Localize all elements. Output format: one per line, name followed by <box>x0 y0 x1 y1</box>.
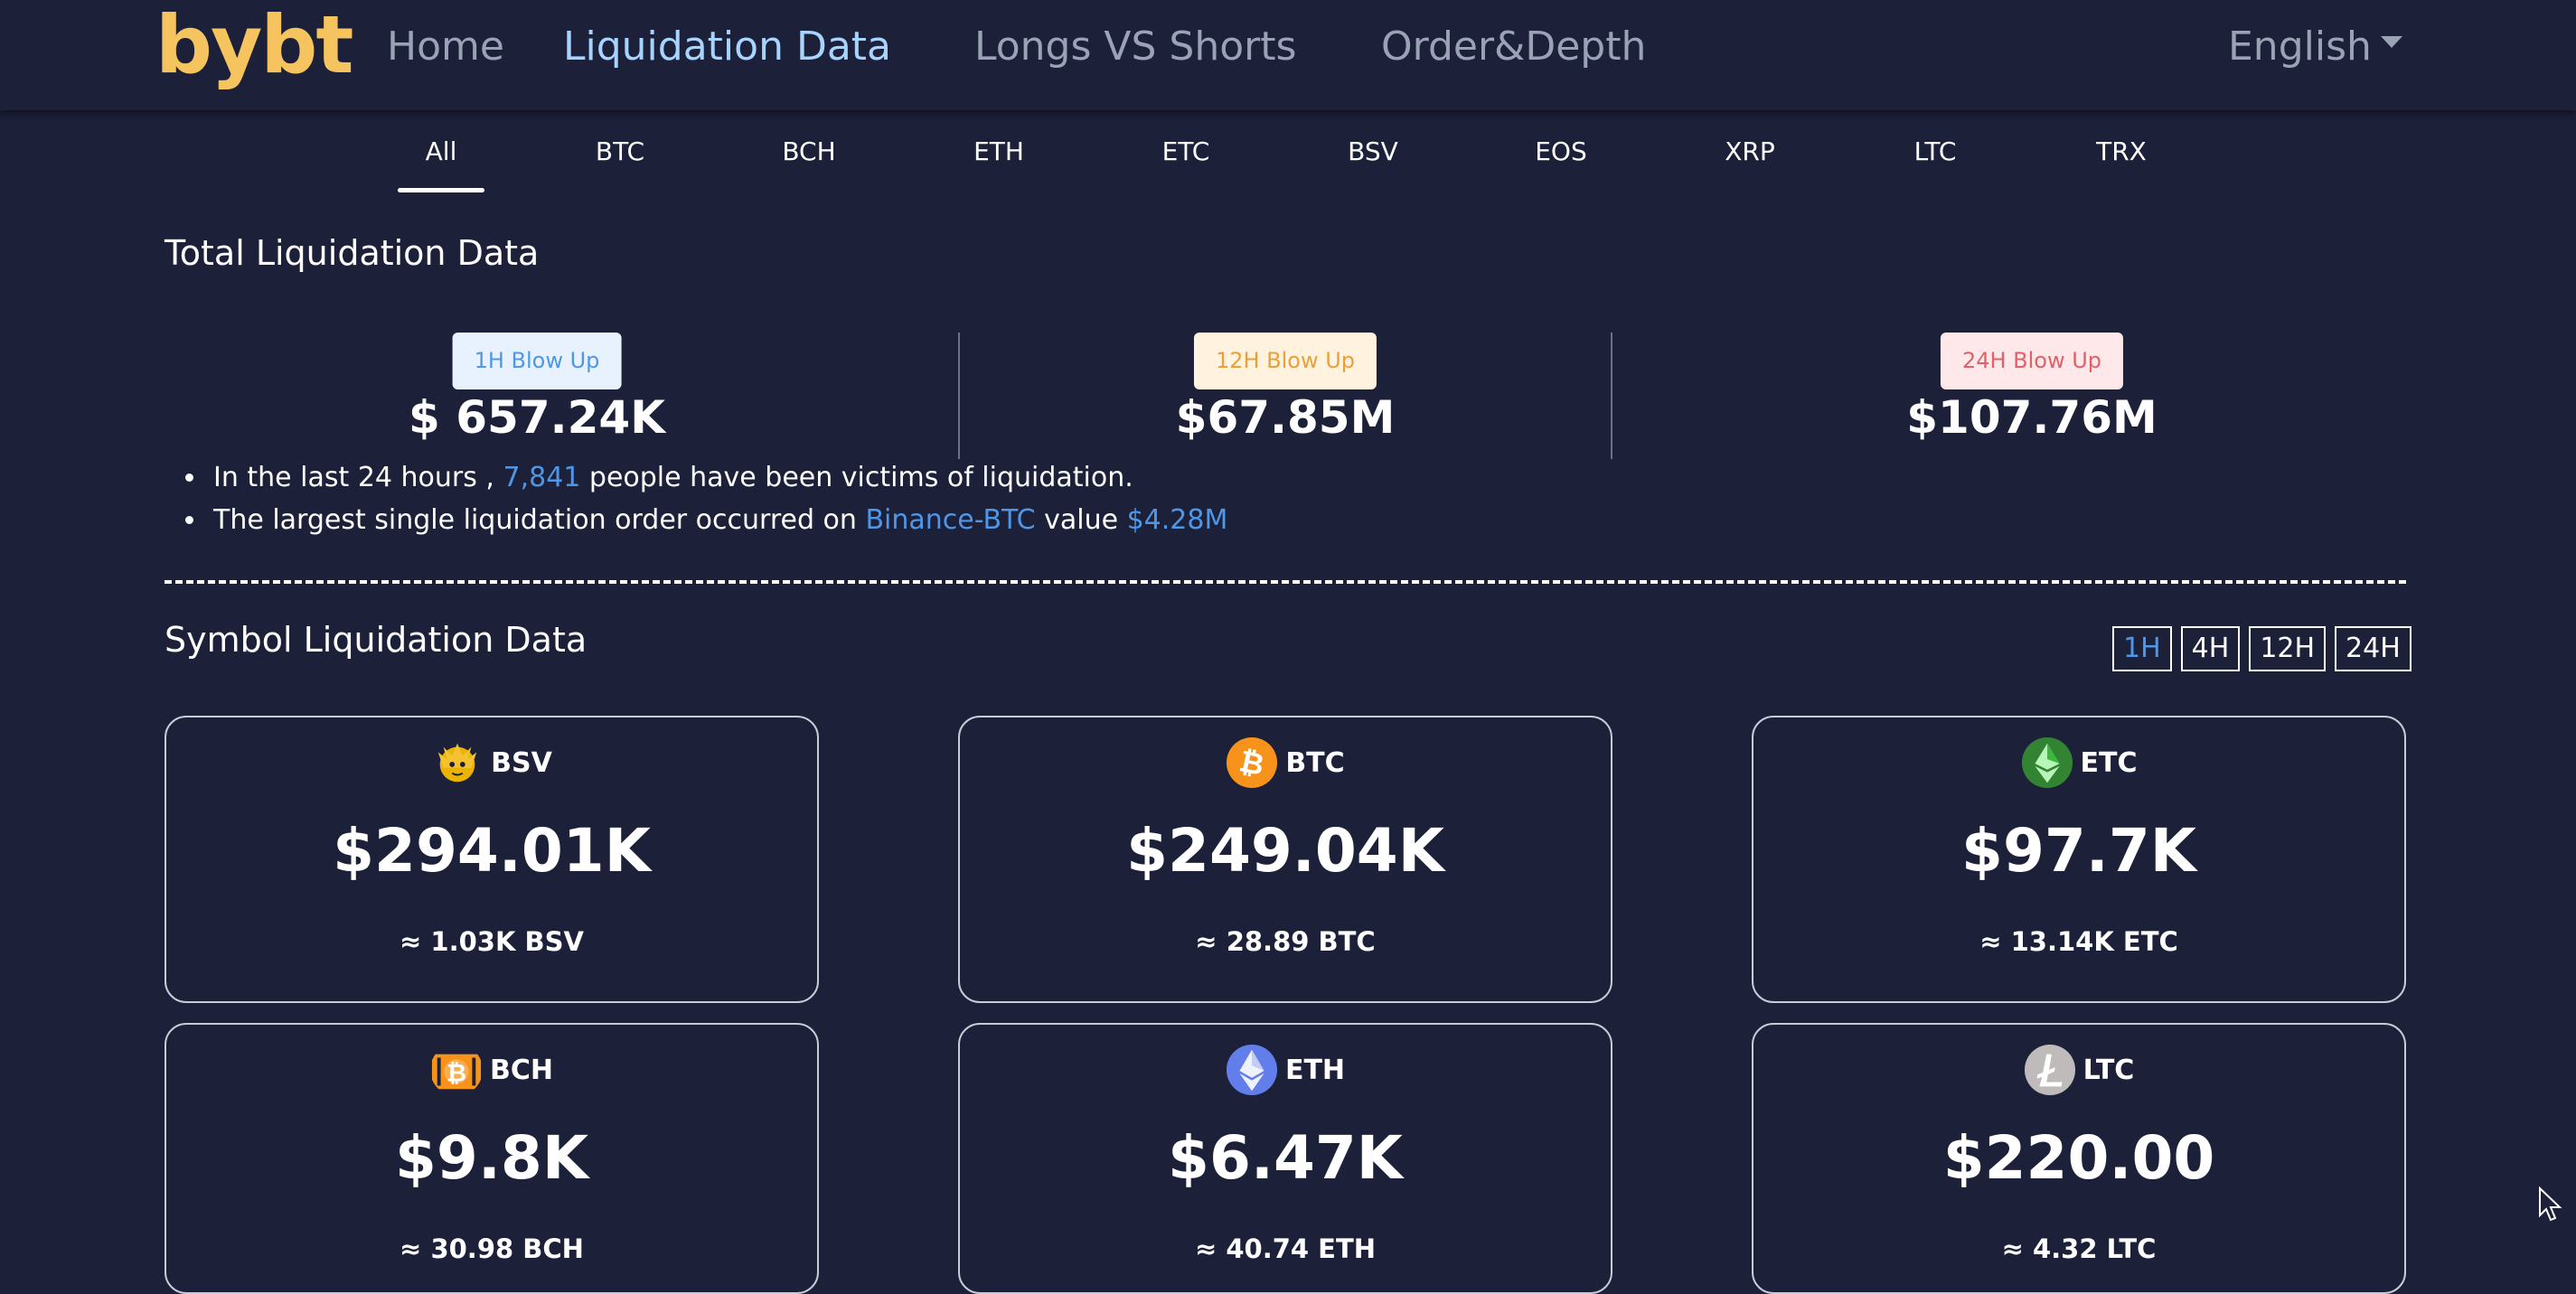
card-approx: ≈ 28.89 BTC <box>1195 926 1376 957</box>
card-approx: ≈ 30.98 BCH <box>400 1233 584 1264</box>
badge-1h-blow-up: 1H Blow Up <box>452 333 622 389</box>
bitcoin-cash-icon: ₿ <box>431 1054 482 1090</box>
badge-24h-blow-up: 24H Blow Up <box>1940 333 2124 389</box>
tab-trx[interactable]: TRX <box>2096 136 2147 166</box>
tab-eos[interactable]: EOS <box>1535 136 1587 166</box>
card-amount: $220.00 <box>1942 1123 2215 1193</box>
largest-order-exchange: Binance-BTC <box>865 504 1036 536</box>
divider <box>1611 333 1612 459</box>
nav-order-depth-link[interactable]: Order&Depth <box>1381 23 1647 70</box>
tab-eth[interactable]: ETH <box>973 136 1024 166</box>
card-symbol: BTC <box>1285 746 1345 779</box>
card-header: LTC <box>1753 1041 2404 1099</box>
ethereum-classic-icon <box>2021 736 2073 789</box>
largest-order-value: $4.28M <box>1126 504 1228 536</box>
tab-bsv[interactable]: BSV <box>1348 136 1398 166</box>
card-header: ₿ BTC <box>960 734 1611 792</box>
symbol-card-bch[interactable]: ₿ BCH $9.8K ≈ 30.98 BCH <box>165 1023 819 1294</box>
card-header: ₿ BCH <box>166 1041 817 1099</box>
svg-text:₿: ₿ <box>447 1060 466 1088</box>
card-symbol: LTC <box>2082 1054 2135 1086</box>
bybt-logo[interactable]: bybt <box>155 0 353 91</box>
nav-liquidation-data-link[interactable]: Liquidation Data <box>563 23 891 70</box>
bsv-icon <box>437 743 477 783</box>
card-symbol: ETC <box>2080 746 2138 779</box>
liquidation-summary-list: In the last 24 hours , 7,841 people have… <box>208 456 1227 541</box>
tab-etc[interactable]: ETC <box>1161 136 1210 166</box>
list-item: In the last 24 hours , 7,841 people have… <box>208 456 1227 499</box>
symbol-card-btc[interactable]: ₿ BTC $249.04K ≈ 28.89 BTC <box>958 716 1612 1003</box>
time-filter-1h-button[interactable]: 1H <box>2112 626 2172 671</box>
card-amount: $294.01K <box>333 816 651 886</box>
time-filter-24h-button[interactable]: 24H <box>2335 626 2411 671</box>
tab-bch[interactable]: BCH <box>782 136 836 166</box>
chevron-down-icon <box>2380 35 2402 48</box>
ethereum-icon <box>1226 1044 1277 1096</box>
language-label: English <box>2228 23 2372 70</box>
total-liquidation-title: Total Liquidation Data <box>165 233 540 273</box>
card-header: BSV <box>166 734 817 792</box>
nav-home-link[interactable]: Home <box>387 23 504 70</box>
tab-btc[interactable]: BTC <box>595 136 645 166</box>
tab-xrp[interactable]: XRP <box>1725 136 1775 166</box>
symbol-liquidation-title: Symbol Liquidation Data <box>165 620 588 660</box>
card-amount: $97.7K <box>1961 816 2196 886</box>
card-approx: ≈ 1.03K BSV <box>400 926 584 957</box>
bitcoin-icon: ₿ <box>1227 736 1278 789</box>
total-1h-value: $ 657.24K <box>409 391 665 444</box>
tab-ltc[interactable]: LTC <box>1913 136 1957 166</box>
card-amount: $9.8K <box>395 1123 588 1193</box>
card-symbol: ETH <box>1284 1054 1346 1086</box>
card-approx: ≈ 13.14K ETC <box>1979 926 2178 957</box>
card-approx: ≈ 40.74 ETH <box>1194 1233 1377 1264</box>
top-navbar: bybt Home Liquidation Data Longs VS Shor… <box>0 0 2576 110</box>
card-amount: $6.47K <box>1168 1123 1403 1193</box>
card-symbol: BCH <box>490 1054 553 1086</box>
section-divider <box>165 580 2406 584</box>
time-filter-group: 1H 4H 12H 24H <box>2112 626 2411 671</box>
active-tab-underline <box>398 188 484 192</box>
symbol-card-etc[interactable]: ETC $97.7K ≈ 13.14K ETC <box>1752 716 2406 1003</box>
nav-longs-vs-shorts-link[interactable]: Longs VS Shorts <box>974 23 1297 70</box>
language-dropdown[interactable]: English <box>2228 22 2402 72</box>
card-amount: $249.04K <box>1126 816 1444 886</box>
victim-count: 7,841 <box>503 462 581 493</box>
time-filter-4h-button[interactable]: 4H <box>2180 626 2241 671</box>
card-header: ETC <box>1753 734 2404 792</box>
card-header: ETH <box>960 1041 1611 1099</box>
mouse-cursor-icon <box>2539 1186 2562 1222</box>
symbol-card-eth[interactable]: ETH $6.47K ≈ 40.74 ETH <box>958 1023 1612 1294</box>
symbol-card-bsv[interactable]: BSV $294.01K ≈ 1.03K BSV <box>165 716 819 1003</box>
card-approx: ≈ 4.32 LTC <box>2001 1233 2157 1264</box>
divider <box>958 333 960 459</box>
time-filter-12h-button[interactable]: 12H <box>2249 626 2327 671</box>
total-24h-value: $107.76M <box>1906 391 2158 444</box>
total-12h-value: $67.85M <box>1175 391 1396 444</box>
symbol-card-ltc[interactable]: LTC $220.00 ≈ 4.32 LTC <box>1752 1023 2406 1294</box>
badge-12h-blow-up: 12H Blow Up <box>1193 333 1377 389</box>
list-item: The largest single liquidation order occ… <box>208 499 1227 541</box>
tab-all[interactable]: All <box>425 136 457 166</box>
litecoin-icon <box>2024 1044 2075 1096</box>
card-symbol: BSV <box>491 746 552 779</box>
